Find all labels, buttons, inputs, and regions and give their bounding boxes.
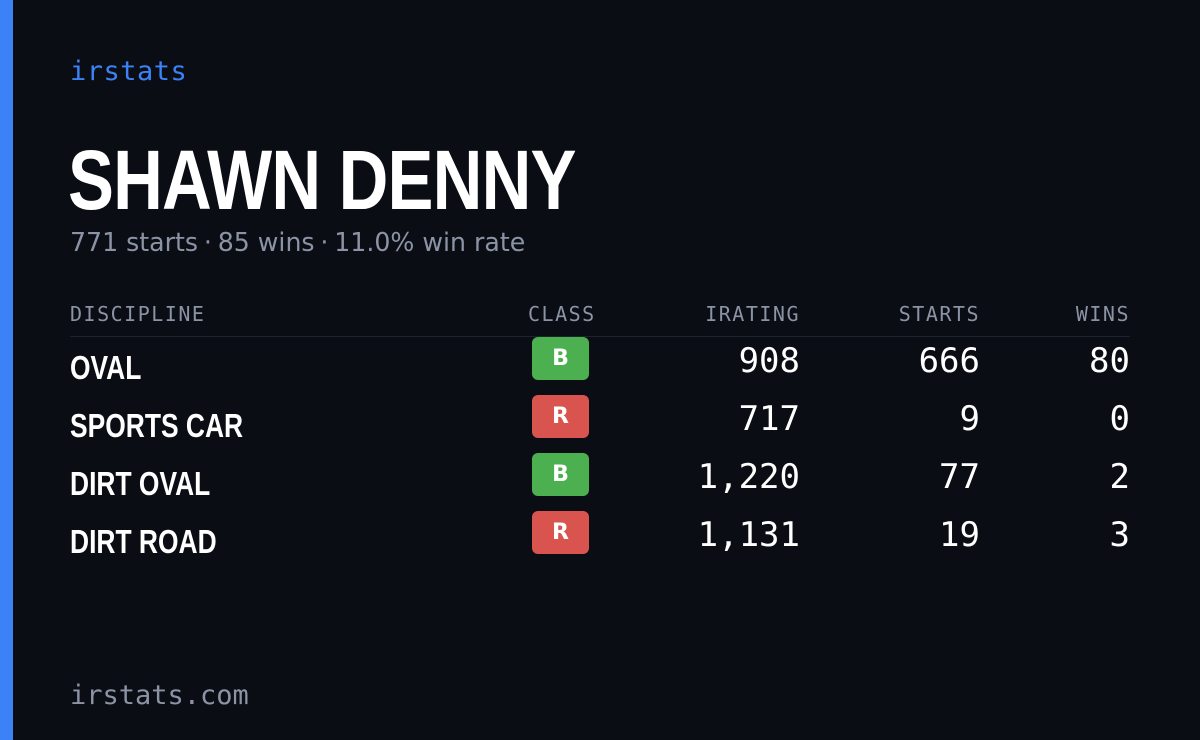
accent-bar	[0, 0, 13, 740]
header-irating: IRATING	[705, 302, 800, 326]
discipline-name: SPORTS CAR	[70, 407, 244, 444]
starts-value: 77	[939, 457, 980, 497]
class-badge: R	[532, 395, 589, 438]
discipline-name: OVAL	[70, 349, 142, 386]
wins-value: 0	[1109, 399, 1130, 439]
starts-value: 19	[939, 515, 980, 555]
class-badge: R	[532, 511, 589, 554]
wins-value: 80	[1089, 341, 1130, 381]
table-row: OVAL B 908 666 80	[70, 337, 1130, 395]
class-badge: B	[532, 453, 589, 496]
starts-value: 666	[918, 341, 980, 381]
stats-table: DISCIPLINE CLASS IRATING STARTS WINS OVA…	[70, 298, 1130, 569]
discipline-name: DIRT OVAL	[70, 465, 211, 502]
irating-value: 1,131	[697, 515, 800, 555]
summary-starts: 771 starts	[70, 228, 199, 258]
summary-win-rate: 11.0% win rate	[334, 228, 526, 258]
brand-logo: irstats	[70, 56, 188, 87]
wins-value: 2	[1109, 457, 1130, 497]
header-wins: WINS	[1075, 302, 1130, 326]
irating-value: 1,220	[697, 457, 800, 497]
footer-url: irstats.com	[70, 680, 249, 711]
table-row: SPORTS CAR R 717 9 0	[70, 395, 1130, 453]
header-starts: STARTS	[898, 302, 980, 326]
table-row: DIRT ROAD R 1,131 19 3	[70, 511, 1130, 569]
driver-name: SHAWN DENNY	[68, 133, 576, 227]
discipline-name: DIRT ROAD	[70, 523, 217, 560]
summary-separator: ·	[320, 228, 329, 258]
table-header: DISCIPLINE CLASS IRATING STARTS WINS	[70, 298, 1130, 337]
class-badge: B	[532, 337, 589, 380]
career-summary: 771 starts · 85 wins · 11.0% win rate	[70, 228, 525, 258]
table-row: DIRT OVAL B 1,220 77 2	[70, 453, 1130, 511]
summary-wins: 85 wins	[217, 228, 315, 258]
header-discipline: DISCIPLINE	[70, 302, 206, 326]
wins-value: 3	[1109, 515, 1130, 555]
irating-value: 908	[738, 341, 800, 381]
irating-value: 717	[738, 399, 800, 439]
summary-separator: ·	[203, 228, 212, 258]
header-class: CLASS	[528, 302, 596, 326]
starts-value: 9	[959, 399, 980, 439]
